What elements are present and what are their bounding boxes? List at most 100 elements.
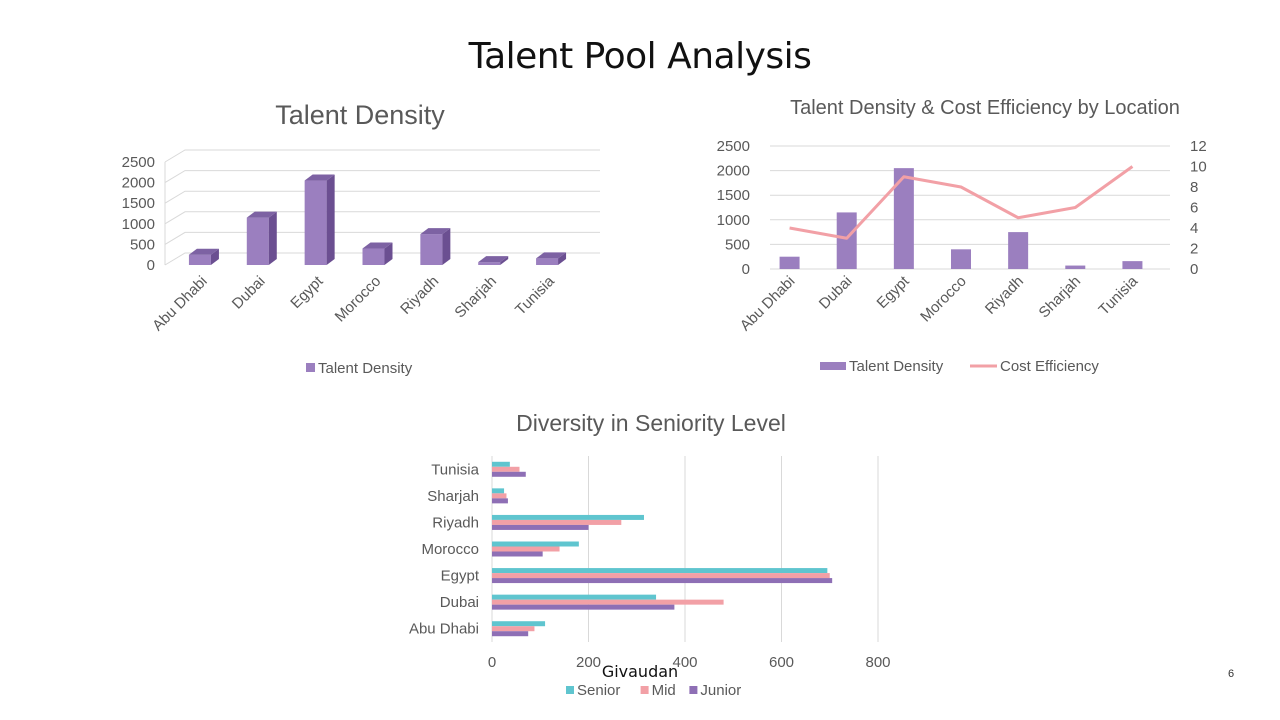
chart3-legend-swatch: [640, 686, 649, 694]
chart1-xtick-label: Riyadh: [397, 273, 442, 318]
chart2-y2tick-label: 4: [1190, 220, 1198, 237]
chart2-xtick-label: Tunisia: [1095, 272, 1141, 318]
chart1-ytick-label: 2000: [122, 175, 155, 192]
chart3-bar-junior: [492, 471, 526, 477]
chart3-xtick-label: 600: [769, 654, 794, 671]
chart3-bar-senior: [492, 594, 657, 600]
chart1-ytick-label: 0: [147, 257, 155, 274]
chart3-bar-senior: [492, 488, 505, 494]
chart3-ytick-label: Dubai: [440, 594, 479, 611]
chart2-ytick-label: 0: [742, 261, 750, 278]
chart2-y2tick-label: 2: [1190, 241, 1198, 258]
chart3-xtick-label: 0: [488, 654, 496, 671]
chart3-legend-swatch: [566, 686, 574, 694]
chart2-xtick-label: Riyadh: [982, 273, 1027, 318]
chart1-xtick-label: Abu Dhabi: [149, 273, 211, 335]
chart2-xtick-label: Abu Dhabi: [737, 273, 799, 335]
chart1-bar: [362, 248, 385, 265]
brand-logo: Givaudan: [601, 662, 679, 681]
chart1-bar-side: [442, 228, 451, 265]
chart2-title: Talent Density & Cost Efficiency by Loca…: [790, 97, 1180, 119]
chart3-bar-senior: [492, 514, 644, 520]
chart3-legend-label: Junior: [700, 682, 741, 699]
chart2-legend-label: Cost Efficiency: [1000, 358, 1099, 375]
chart3-bar-mid: [492, 626, 535, 632]
chart3-bar-junior: [492, 604, 675, 610]
chart3-bar-junior: [492, 551, 543, 557]
chart1-bar-top: [420, 228, 451, 235]
chart3-ytick-label: Riyadh: [432, 514, 479, 531]
chart2-y2tick-label: 10: [1190, 159, 1207, 176]
chart1-xtick-label: Morocco: [332, 273, 385, 326]
chart3-bar-senior: [492, 461, 510, 467]
chart1-bar: [246, 217, 269, 265]
chart3-ytick-label: Sharjah: [427, 488, 479, 505]
chart1-bar-top: [304, 174, 335, 181]
chart3-bar-senior: [492, 541, 579, 547]
chart1-bar-side: [384, 242, 393, 265]
chart2-ytick-label: 1500: [717, 187, 750, 204]
chart2-legend-swatch-bar: [820, 362, 846, 370]
chart1-bar-side: [268, 211, 277, 265]
chart3-bar-junior: [492, 524, 589, 530]
chart3-ytick-label: Egypt: [441, 568, 480, 585]
chart1-gridline: [164, 252, 600, 266]
chart3-bar-mid: [492, 519, 622, 525]
chart2-xtick-label: Morocco: [917, 273, 970, 326]
chart2-bar: [1122, 261, 1143, 269]
chart1-bar-top: [188, 248, 219, 255]
chart1-ytick-label: 1500: [122, 195, 155, 212]
chart1-bar-top: [478, 256, 509, 263]
chart2-bar: [1008, 232, 1029, 269]
chart1-bar-top: [536, 252, 567, 259]
chart2-ytick-label: 2500: [717, 138, 750, 155]
chart3-bar-senior: [492, 568, 828, 574]
chart1-legend-swatch: [306, 363, 315, 372]
chart1-ytick-label: 2500: [122, 154, 155, 171]
chart1-bar-side: [210, 248, 219, 265]
chart1-title: Talent Density: [275, 100, 445, 130]
chart2-bar: [893, 168, 914, 269]
chart1-xtick-label: Sharjah: [451, 273, 500, 322]
chart2-bar: [836, 212, 857, 269]
chart3-bar-mid: [492, 546, 560, 552]
chart3-bar-junior: [492, 498, 508, 504]
chart1-bar-top: [362, 242, 393, 249]
chart1-gridline: [164, 190, 600, 204]
chart3-bar-mid: [492, 493, 507, 499]
chart1-gridline: [164, 149, 600, 163]
chart1-gridline: [164, 231, 600, 245]
chart1-bar: [536, 258, 559, 265]
chart3-ytick-label: Abu Dhabi: [409, 621, 479, 638]
chart3-xtick-label: 800: [865, 654, 890, 671]
chart2-ytick-label: 2000: [717, 163, 750, 180]
chart2-xtick-label: Egypt: [874, 272, 914, 312]
chart3-bar-junior: [492, 631, 529, 637]
chart3-bar-mid: [492, 599, 724, 605]
chart2-bar: [951, 249, 971, 269]
chart1-bar-side: [326, 174, 335, 265]
chart2-y2tick-label: 12: [1190, 138, 1207, 155]
chart1-bar-side: [558, 252, 567, 265]
page-number: 6: [1228, 668, 1235, 680]
chart1-bar-top: [246, 211, 277, 218]
chart1-xtick-label: Egypt: [287, 272, 327, 312]
chart2-bar: [779, 256, 800, 269]
chart2-ytick-label: 1000: [717, 212, 750, 229]
slide-title: Talent Pool Analysis: [468, 36, 812, 77]
chart3-title: Diversity in Seniority Level: [516, 410, 786, 436]
chart2-ytick-label: 500: [725, 236, 750, 253]
chart3-legend-label: Mid: [652, 682, 676, 699]
chart1-bar: [478, 262, 501, 265]
chart1-gridline: [164, 211, 600, 225]
chart3-ytick-label: Morocco: [421, 541, 479, 558]
chart1-xtick-label: Tunisia: [512, 272, 558, 318]
chart2-line: [789, 165, 1134, 240]
chart3-ytick-label: Tunisia: [431, 461, 479, 478]
chart1-legend-label: Talent Density: [318, 360, 413, 377]
chart1-bar: [304, 180, 327, 265]
chart1-bar-side: [500, 256, 509, 265]
chart2-y2tick-label: 6: [1190, 200, 1198, 217]
chart1-bar: [188, 254, 211, 265]
chart1-xtick-label: Dubai: [229, 273, 269, 313]
